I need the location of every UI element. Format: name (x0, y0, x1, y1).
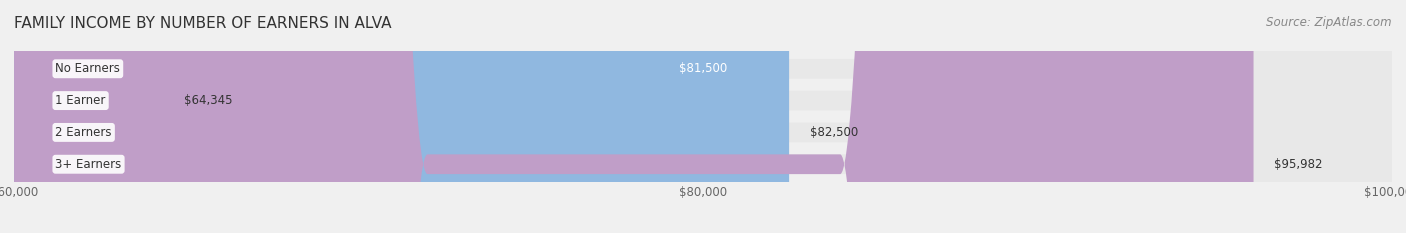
Text: $81,500: $81,500 (679, 62, 727, 75)
FancyBboxPatch shape (14, 0, 1392, 233)
FancyBboxPatch shape (14, 0, 1392, 233)
FancyBboxPatch shape (14, 0, 1254, 233)
FancyBboxPatch shape (14, 0, 789, 233)
Text: 2 Earners: 2 Earners (55, 126, 112, 139)
Text: $95,982: $95,982 (1274, 158, 1323, 171)
FancyBboxPatch shape (14, 0, 1392, 233)
Text: Source: ZipAtlas.com: Source: ZipAtlas.com (1267, 16, 1392, 29)
FancyBboxPatch shape (14, 0, 1392, 233)
Text: $64,345: $64,345 (184, 94, 233, 107)
FancyBboxPatch shape (14, 0, 755, 233)
Text: 3+ Earners: 3+ Earners (55, 158, 122, 171)
FancyBboxPatch shape (0, 0, 427, 233)
Text: FAMILY INCOME BY NUMBER OF EARNERS IN ALVA: FAMILY INCOME BY NUMBER OF EARNERS IN AL… (14, 16, 391, 31)
Text: No Earners: No Earners (55, 62, 121, 75)
Text: $82,500: $82,500 (810, 126, 858, 139)
Text: 1 Earner: 1 Earner (55, 94, 105, 107)
